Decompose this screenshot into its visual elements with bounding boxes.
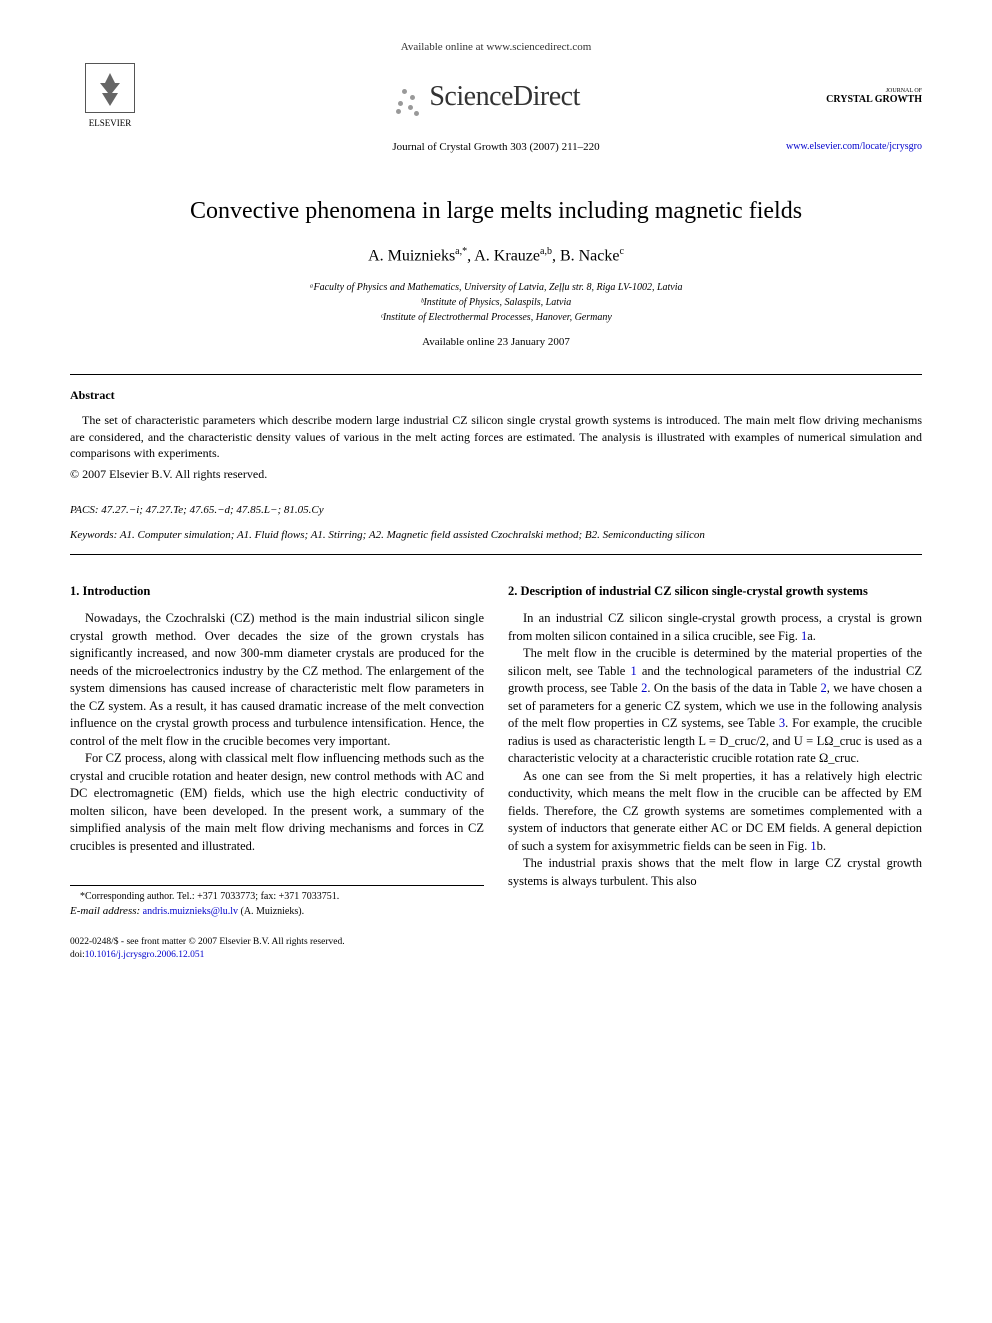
intro-p1: Nowadays, the Czochralski (CZ) method is…	[70, 610, 484, 750]
email-link[interactable]: andris.muiznieks@lu.lv	[143, 906, 238, 917]
sciencedirect-logo: ScienceDirect	[392, 77, 580, 117]
journal-badge: JOURNAL OF CRYSTAL GROWTH	[822, 88, 922, 106]
header: Available online at www.sciencedirect.co…	[70, 40, 922, 155]
body-columns: 1. Introduction Nowadays, the Czochralsk…	[70, 583, 922, 962]
available-online-text: Available online at www.sciencedirect.co…	[70, 40, 922, 55]
affiliation-c: ᶜInstitute of Electrothermal Processes, …	[70, 310, 922, 325]
available-online-date: Available online 23 January 2007	[70, 335, 922, 350]
keywords-label: Keywords:	[70, 529, 117, 541]
publisher-row: ELSEVIER ScienceDirect JOURNAL OF CRYSTA…	[70, 63, 922, 130]
email-line: E-mail address: andris.muiznieks@lu.lv (…	[70, 904, 484, 919]
article-title: Convective phenomena in large melts incl…	[70, 195, 922, 229]
sec2-p1: In an industrial CZ silicon single-cryst…	[508, 610, 922, 645]
journal-badge-name: CRYSTAL GROWTH	[822, 94, 922, 105]
author-1-sup: a,*	[455, 246, 467, 257]
footer-doi-line: doi:10.1016/j.jcrysgro.2006.12.051	[70, 949, 484, 962]
column-right: 2. Description of industrial CZ silicon …	[508, 583, 922, 962]
abstract-text: The set of characteristic parameters whi…	[70, 412, 922, 462]
author-2: A. Krauze	[474, 247, 540, 264]
doi-link[interactable]: 10.1016/j.jcrysgro.2006.12.051	[85, 950, 205, 960]
sec2-p2: The melt flow in the crucible is determi…	[508, 645, 922, 768]
author-2-sup: a,b	[540, 246, 552, 257]
email-label: E-mail address:	[70, 905, 140, 917]
footer-copyright: 0022-0248/$ - see front matter © 2007 El…	[70, 936, 484, 949]
email-suffix: (A. Muiznieks).	[240, 906, 304, 917]
author-1: A. Muiznieks	[368, 247, 455, 264]
sciencedirect-dots-icon	[392, 87, 422, 117]
elsevier-name: ELSEVIER	[89, 118, 132, 128]
affiliations: ᵃFaculty of Physics and Mathematics, Uni…	[70, 280, 922, 325]
elsevier-tree-icon	[85, 63, 135, 113]
intro-p2: For CZ process, along with classical mel…	[70, 750, 484, 855]
footer-block: 0022-0248/$ - see front matter © 2007 El…	[70, 936, 484, 963]
journal-badge-top: JOURNAL OF	[822, 88, 922, 95]
corresponding-author: *Corresponding author. Tel.: +371 703377…	[70, 890, 484, 904]
doi-label: doi:	[70, 950, 85, 960]
abstract-block: Abstract The set of characteristic param…	[70, 387, 922, 483]
abstract-paragraph: The set of characteristic parameters whi…	[70, 412, 922, 462]
rule-top	[70, 374, 922, 375]
abstract-copyright: © 2007 Elsevier B.V. All rights reserved…	[70, 466, 922, 483]
journal-url-link[interactable]: www.elsevier.com/locate/jcrysgro	[786, 140, 922, 154]
column-left: 1. Introduction Nowadays, the Czochralsk…	[70, 583, 484, 962]
abstract-heading: Abstract	[70, 387, 922, 404]
authors-line: A. Muiznieksa,*, A. Krauzea,b, B. Nackec	[70, 245, 922, 268]
sec2-p4: The industrial praxis shows that the mel…	[508, 855, 922, 890]
pacs-line: PACS: 47.27.−i; 47.27.Te; 47.65.−d; 47.8…	[70, 503, 922, 518]
rule-bottom	[70, 554, 922, 555]
keywords-line: Keywords: A1. Computer simulation; A1. F…	[70, 528, 922, 543]
footnote-block: *Corresponding author. Tel.: +371 703377…	[70, 885, 484, 919]
author-3-sup: c	[619, 246, 623, 257]
section-1-heading: 1. Introduction	[70, 583, 484, 601]
elsevier-logo: ELSEVIER	[70, 63, 150, 130]
sec2-p3: As one can see from the Si melt properti…	[508, 768, 922, 856]
section-2-heading: 2. Description of industrial CZ silicon …	[508, 583, 922, 601]
author-3: B. Nacke	[560, 247, 620, 264]
affiliation-b: ᵇInstitute of Physics, Salaspils, Latvia	[70, 295, 922, 310]
keywords-value: A1. Computer simulation; A1. Fluid flows…	[120, 529, 705, 541]
affiliation-a: ᵃFaculty of Physics and Mathematics, Uni…	[70, 280, 922, 295]
sciencedirect-name: ScienceDirect	[429, 81, 580, 112]
pacs-label: PACS:	[70, 504, 99, 516]
pacs-value: 47.27.−i; 47.27.Te; 47.65.−d; 47.85.L−; …	[101, 504, 323, 516]
